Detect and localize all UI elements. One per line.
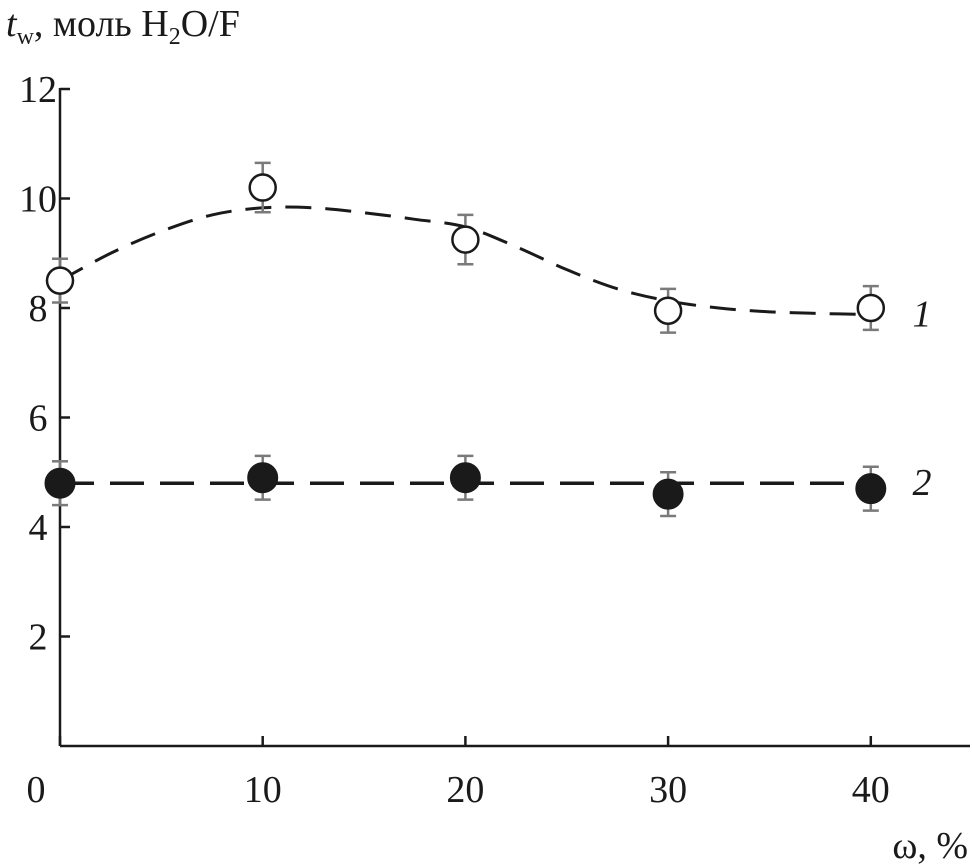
y-axis-title: tw, моль H2O/F xyxy=(6,3,240,50)
series-2-point xyxy=(449,462,481,494)
y-tick-label: 6 xyxy=(29,398,48,440)
y-axis-symbol: t xyxy=(6,3,18,45)
series-2-point xyxy=(44,467,76,499)
points-layer xyxy=(44,173,887,510)
series-labels-layer: 12 xyxy=(913,294,932,505)
x-tick-label: 40 xyxy=(852,769,890,811)
y-axis-units-post: O/F xyxy=(181,3,240,45)
x-tick-label: 20 xyxy=(446,769,484,811)
ticks-layer: 2 4 6 8 10 12 0 10 20 30 40 xyxy=(19,69,890,811)
x-tick-label: 30 xyxy=(649,769,687,811)
y-axis-symbol-subscript: w xyxy=(17,24,35,50)
y-tick-label: 8 xyxy=(29,288,48,330)
series-2-point xyxy=(855,473,887,505)
series-1-point xyxy=(248,173,277,202)
y-axis-units-pre: , моль H xyxy=(34,3,169,45)
series-1-point xyxy=(451,225,480,254)
series-2-label: 2 xyxy=(913,462,932,504)
series-2-point xyxy=(652,478,684,510)
y-tick-label: 2 xyxy=(29,617,48,659)
x-tick-label: 10 xyxy=(244,769,282,811)
series-1-label: 1 xyxy=(913,294,932,336)
series-1-point xyxy=(856,293,886,323)
x-axis-title: ω, % xyxy=(892,825,968,867)
series-1-point xyxy=(653,296,683,325)
y-tick-label: 10 xyxy=(19,179,57,221)
series-2-point xyxy=(247,462,279,494)
y-axis-units-subscript: 2 xyxy=(169,24,181,50)
series-1-point xyxy=(45,266,75,295)
x-tick-label: 0 xyxy=(27,769,46,811)
y-tick-label: 12 xyxy=(19,69,57,111)
y-tick-label: 4 xyxy=(29,507,48,549)
